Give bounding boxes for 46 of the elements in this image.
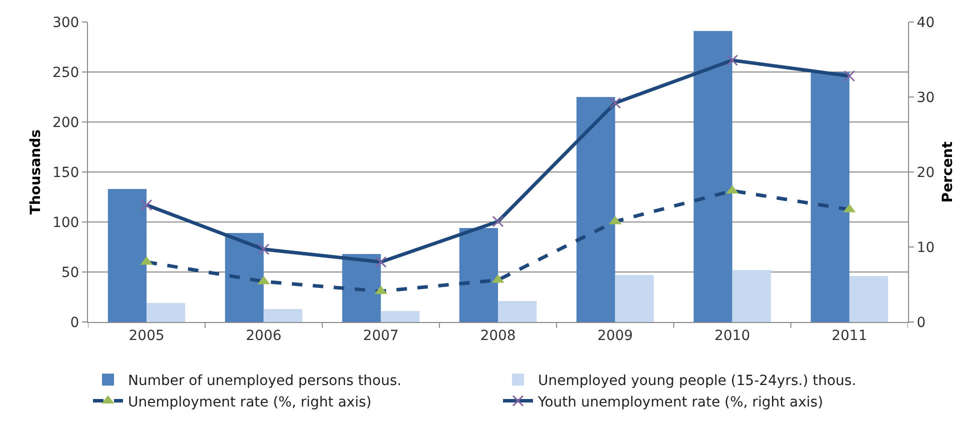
bar — [108, 189, 147, 322]
y2-tick-label: 40 — [916, 14, 935, 31]
bar — [459, 228, 498, 322]
point — [609, 97, 621, 109]
point — [726, 54, 738, 66]
y-tick-label: 300 — [52, 14, 80, 31]
bar — [810, 72, 850, 322]
y-tick-label: 50 — [61, 264, 80, 281]
point — [258, 244, 270, 255]
legend-label: Number of unemployed persons thous. — [128, 373, 402, 390]
bar — [264, 309, 302, 322]
point — [844, 70, 856, 82]
legend-label: Youth unemployment rate (%, right axis) — [537, 394, 824, 410]
bar — [380, 311, 420, 322]
bar — [849, 276, 888, 322]
y2-axis-title: Percent — [940, 141, 956, 203]
bar — [498, 301, 537, 322]
y-tick-label: 100 — [52, 214, 80, 231]
y-tick-label: 200 — [52, 114, 80, 131]
y2-tick-label: 20 — [916, 164, 935, 181]
x-tick-label: 2007 — [363, 328, 399, 344]
x-tick-label: 2009 — [597, 328, 633, 344]
bar — [225, 233, 264, 322]
y2-tick-label: 30 — [916, 90, 935, 106]
legend-label: Unemployed young people (15-24yrs.) thous. — [538, 373, 856, 390]
x-tick-label: 2005 — [128, 328, 164, 344]
y-tick-label: 0 — [70, 314, 80, 331]
x-tick-label: 2006 — [246, 328, 282, 344]
y2-tick-label: 10 — [916, 240, 935, 256]
point — [375, 256, 387, 268]
x-tick-label: 2010 — [714, 328, 750, 344]
y-axis-title: Thousands — [28, 129, 44, 215]
y-tick-label: 250 — [52, 64, 80, 81]
bar — [342, 254, 381, 322]
x-tick-label: 2008 — [480, 328, 516, 344]
bar — [732, 270, 771, 322]
x-tick-label: 2011 — [832, 328, 868, 344]
y2-tick-label: 0 — [916, 314, 926, 331]
legend-label: Unemployment rate (%, right axis) — [128, 394, 372, 410]
y-tick-label: 150 — [52, 164, 80, 181]
bar — [615, 275, 654, 322]
bar — [694, 31, 732, 322]
bar — [576, 97, 616, 322]
bar — [146, 303, 186, 322]
point — [140, 199, 152, 211]
point — [492, 216, 504, 228]
